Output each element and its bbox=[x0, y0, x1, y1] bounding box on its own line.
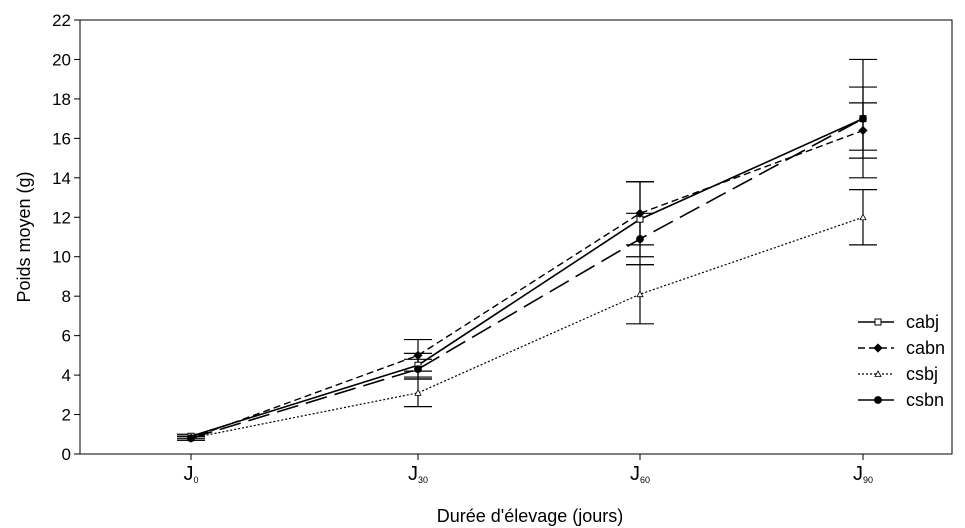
error-bars-csbj bbox=[177, 189, 877, 441]
legend-item-cabj: cabj bbox=[858, 312, 939, 332]
series-line bbox=[190, 117, 864, 439]
y-tick-label: 2 bbox=[62, 406, 71, 425]
y-tick-label: 4 bbox=[62, 366, 71, 385]
series-line bbox=[190, 129, 864, 439]
legend-marker bbox=[874, 370, 882, 377]
x-tick-label: J0 bbox=[183, 463, 198, 485]
series-line bbox=[190, 117, 864, 438]
data-point bbox=[414, 365, 422, 374]
legend-label: cabj bbox=[906, 312, 939, 332]
x-tick-label: J30 bbox=[408, 463, 428, 485]
y-axis-title: Poids moyen (g) bbox=[14, 171, 34, 302]
error-bars-cabj bbox=[177, 86, 877, 439]
legend-item-csbj: csbj bbox=[858, 364, 938, 384]
x-tick-label: J60 bbox=[630, 463, 650, 485]
series-line bbox=[190, 216, 864, 439]
series-cabj bbox=[187, 115, 867, 440]
y-tick-label: 20 bbox=[52, 50, 71, 69]
legend-label: csbn bbox=[906, 390, 944, 410]
error-bars-cabn bbox=[177, 102, 877, 441]
y-tick-label: 16 bbox=[52, 129, 71, 148]
data-point bbox=[636, 290, 644, 298]
data-point bbox=[858, 125, 868, 136]
y-tick-label: 22 bbox=[52, 11, 71, 30]
data-point bbox=[859, 213, 867, 221]
y-tick-label: 6 bbox=[62, 327, 71, 346]
legend-label: cabn bbox=[906, 338, 945, 358]
series-cabn bbox=[186, 125, 868, 443]
y-axis: 0 2 4 6 8 10 12 14 16 18 20 22 bbox=[52, 11, 80, 464]
y-tick-label: 10 bbox=[52, 248, 71, 267]
data-point bbox=[859, 114, 867, 123]
data-point bbox=[636, 235, 644, 243]
y-tick-label: 12 bbox=[52, 208, 71, 227]
data-point bbox=[187, 434, 195, 443]
data-point bbox=[635, 208, 645, 218]
y-tick-label: 8 bbox=[62, 287, 71, 306]
x-axis: J0 J30 J60 J90 bbox=[183, 454, 873, 485]
legend-marker bbox=[874, 396, 882, 404]
series-layer bbox=[177, 58, 877, 443]
data-point bbox=[414, 389, 422, 396]
legend-item-cabn: cabn bbox=[858, 338, 945, 358]
legend-marker bbox=[874, 318, 882, 326]
legend-item-csbn: csbn bbox=[858, 390, 944, 410]
y-tick-label: 0 bbox=[62, 445, 71, 464]
series-csbj bbox=[187, 213, 867, 442]
legend: cabj cabn csbj csbn bbox=[858, 312, 945, 410]
x-tick-label: J90 bbox=[853, 463, 873, 485]
series-csbn bbox=[187, 114, 867, 443]
x-axis-title: Durée d'élevage (jours) bbox=[437, 506, 624, 526]
data-point bbox=[413, 350, 423, 360]
plot-area bbox=[79, 19, 953, 455]
legend-marker bbox=[873, 343, 883, 353]
y-tick-label: 14 bbox=[52, 169, 71, 188]
plot-frame bbox=[79, 19, 953, 455]
error-bars-csbn bbox=[177, 58, 877, 441]
legend-label: csbj bbox=[906, 364, 938, 384]
y-tick-label: 18 bbox=[52, 90, 71, 109]
